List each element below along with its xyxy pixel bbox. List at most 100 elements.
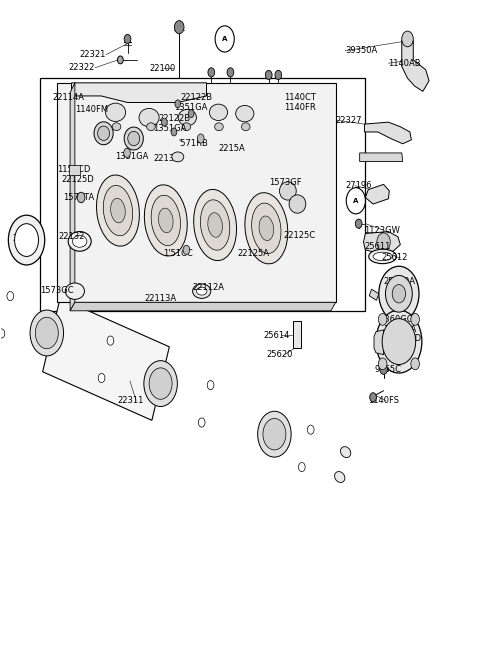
Text: 1151CD: 1151CD — [57, 166, 90, 175]
Circle shape — [307, 425, 314, 434]
Circle shape — [118, 56, 123, 64]
Text: 25500A: 25500A — [384, 277, 416, 286]
Text: 22322: 22322 — [69, 63, 95, 72]
Polygon shape — [360, 153, 403, 162]
Ellipse shape — [158, 208, 173, 233]
Circle shape — [346, 188, 365, 214]
Text: 1351GA: 1351GA — [115, 152, 148, 161]
Circle shape — [175, 100, 180, 108]
Text: 22100: 22100 — [149, 64, 175, 73]
Circle shape — [392, 284, 406, 303]
Text: 1140CT: 1140CT — [285, 93, 316, 102]
Circle shape — [197, 134, 204, 143]
Circle shape — [124, 148, 131, 158]
Circle shape — [385, 275, 412, 312]
Circle shape — [370, 393, 376, 402]
Circle shape — [183, 245, 190, 254]
Text: 1310DA: 1310DA — [384, 325, 417, 334]
Circle shape — [77, 193, 85, 203]
Ellipse shape — [72, 235, 87, 247]
Polygon shape — [43, 298, 169, 420]
Text: '571RB: '571RB — [178, 139, 208, 148]
Circle shape — [107, 336, 114, 345]
Ellipse shape — [103, 185, 132, 236]
Ellipse shape — [106, 103, 126, 122]
Text: 22122B: 22122B — [180, 93, 212, 102]
Circle shape — [299, 463, 305, 472]
Circle shape — [161, 118, 167, 126]
Ellipse shape — [178, 109, 196, 125]
Text: 22327: 22327 — [336, 116, 362, 125]
Ellipse shape — [144, 185, 187, 256]
Ellipse shape — [289, 195, 306, 214]
Ellipse shape — [182, 123, 191, 131]
Circle shape — [227, 68, 234, 77]
Circle shape — [275, 70, 282, 79]
Circle shape — [8, 215, 45, 265]
Ellipse shape — [112, 123, 121, 131]
Circle shape — [378, 358, 387, 370]
Ellipse shape — [97, 126, 109, 141]
Text: 1'51CC: 1'51CC — [163, 249, 193, 258]
Ellipse shape — [215, 123, 223, 131]
Ellipse shape — [236, 105, 254, 122]
Circle shape — [411, 358, 420, 370]
Text: 22321: 22321 — [80, 50, 106, 59]
Circle shape — [355, 219, 362, 228]
Ellipse shape — [139, 108, 159, 127]
Ellipse shape — [193, 189, 237, 261]
Text: 25611: 25611 — [364, 242, 391, 251]
Text: 22125D: 22125D — [61, 175, 94, 184]
Text: 1351GA: 1351GA — [153, 124, 186, 133]
Circle shape — [402, 31, 413, 47]
Polygon shape — [363, 231, 400, 253]
Polygon shape — [70, 302, 336, 311]
Ellipse shape — [110, 198, 125, 223]
Ellipse shape — [96, 175, 139, 246]
Circle shape — [198, 418, 205, 427]
Ellipse shape — [201, 200, 230, 250]
Circle shape — [14, 223, 38, 256]
Ellipse shape — [340, 447, 351, 457]
Ellipse shape — [172, 152, 184, 162]
Ellipse shape — [128, 131, 140, 146]
Circle shape — [207, 380, 214, 390]
Text: 2215A: 2215A — [218, 144, 245, 153]
Polygon shape — [72, 83, 206, 102]
Text: 22122B: 22122B — [158, 114, 191, 124]
Ellipse shape — [208, 213, 222, 237]
Ellipse shape — [196, 287, 207, 295]
Ellipse shape — [124, 127, 144, 150]
Circle shape — [174, 20, 184, 34]
Ellipse shape — [335, 472, 345, 482]
Text: A: A — [222, 36, 228, 42]
Circle shape — [263, 419, 286, 450]
Bar — [293, 321, 301, 348]
Ellipse shape — [241, 123, 250, 131]
Text: 1140AB: 1140AB — [388, 58, 421, 68]
Polygon shape — [374, 330, 384, 355]
Text: 22311: 22311 — [117, 396, 144, 405]
Circle shape — [0, 329, 5, 338]
Polygon shape — [364, 122, 411, 144]
Ellipse shape — [373, 252, 392, 261]
Text: 25614: 25614 — [263, 330, 289, 340]
Text: 22125A: 22125A — [238, 249, 270, 258]
Circle shape — [215, 26, 234, 52]
Circle shape — [265, 70, 272, 79]
Polygon shape — [365, 185, 389, 204]
Polygon shape — [369, 289, 379, 300]
Circle shape — [124, 34, 131, 43]
Text: 9465C: 9465C — [374, 365, 401, 374]
Text: 25612: 25612 — [381, 253, 408, 262]
Circle shape — [208, 68, 215, 77]
Ellipse shape — [94, 122, 113, 145]
Circle shape — [149, 368, 172, 399]
Circle shape — [380, 364, 387, 374]
Ellipse shape — [259, 216, 274, 240]
Ellipse shape — [65, 283, 84, 300]
Text: 1140FM: 1140FM — [75, 104, 108, 114]
Circle shape — [7, 292, 13, 301]
Text: 1123GW: 1123GW — [364, 226, 400, 235]
Ellipse shape — [151, 195, 180, 246]
